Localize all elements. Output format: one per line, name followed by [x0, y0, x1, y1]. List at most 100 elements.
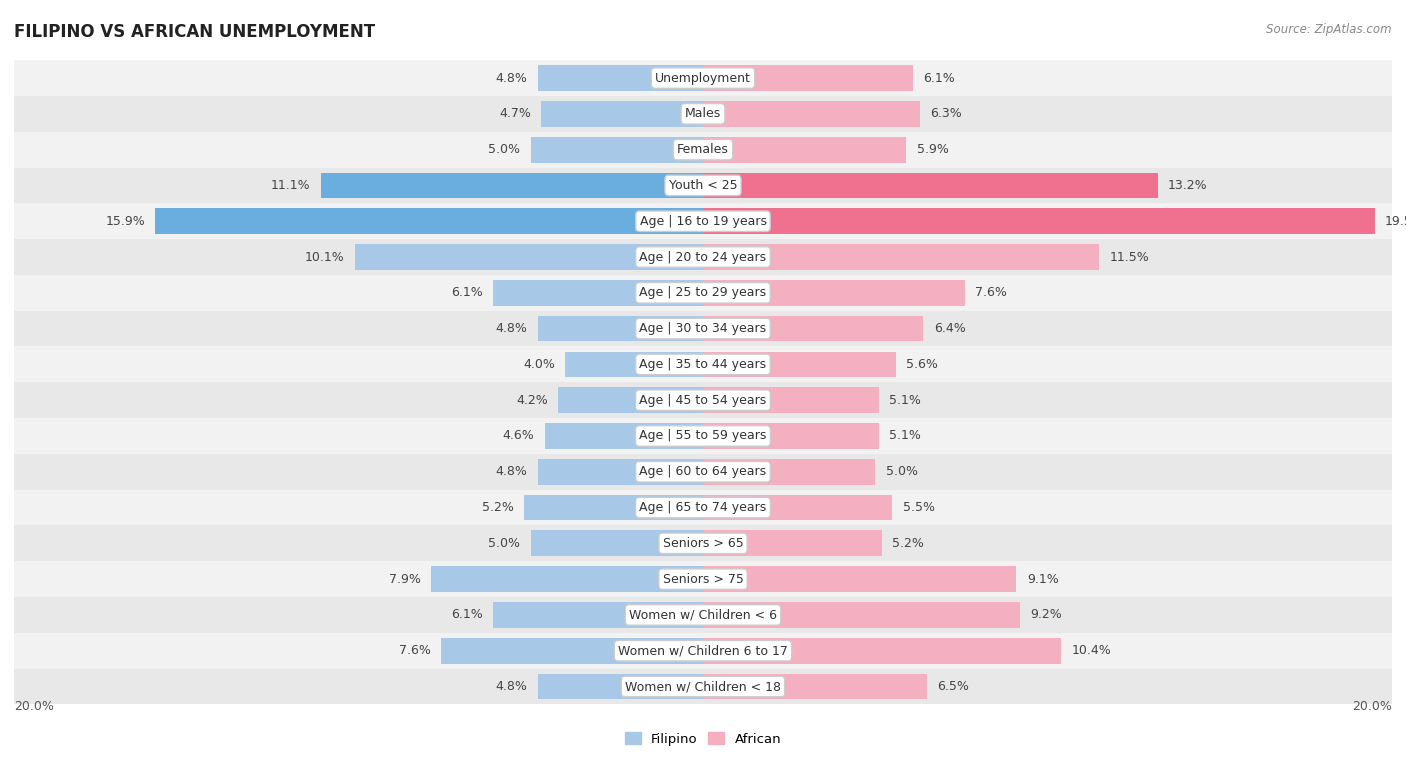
Text: 6.5%: 6.5%: [938, 680, 969, 693]
Bar: [14, 275, 1392, 310]
Bar: [544, 423, 703, 449]
Text: 20.0%: 20.0%: [1353, 699, 1392, 712]
Bar: [531, 531, 703, 556]
Bar: [703, 602, 1019, 628]
Text: Unemployment: Unemployment: [655, 72, 751, 85]
Bar: [703, 101, 920, 126]
Text: 5.6%: 5.6%: [907, 358, 938, 371]
Bar: [14, 310, 1392, 347]
Legend: Filipino, African: Filipino, African: [620, 727, 786, 751]
Bar: [703, 494, 893, 521]
Bar: [703, 65, 912, 91]
Text: 9.2%: 9.2%: [1031, 609, 1062, 621]
Text: 19.5%: 19.5%: [1385, 215, 1406, 228]
Text: 13.2%: 13.2%: [1168, 179, 1208, 192]
Bar: [14, 60, 1392, 96]
Text: FILIPINO VS AFRICAN UNEMPLOYMENT: FILIPINO VS AFRICAN UNEMPLOYMENT: [14, 23, 375, 41]
Text: 4.8%: 4.8%: [495, 72, 527, 85]
Text: 7.9%: 7.9%: [388, 572, 420, 586]
Bar: [14, 490, 1392, 525]
Text: 5.5%: 5.5%: [903, 501, 935, 514]
Bar: [703, 173, 1157, 198]
Text: 6.3%: 6.3%: [931, 107, 962, 120]
Bar: [430, 566, 703, 592]
Bar: [537, 459, 703, 484]
Text: 4.8%: 4.8%: [495, 466, 527, 478]
Text: Age | 45 to 54 years: Age | 45 to 54 years: [640, 394, 766, 407]
Text: 7.6%: 7.6%: [399, 644, 430, 657]
Bar: [537, 316, 703, 341]
Bar: [703, 244, 1099, 270]
Text: 4.2%: 4.2%: [516, 394, 548, 407]
Bar: [703, 531, 882, 556]
Bar: [703, 459, 875, 484]
Text: 6.4%: 6.4%: [934, 322, 966, 335]
Bar: [703, 351, 896, 377]
Bar: [14, 418, 1392, 454]
Text: Males: Males: [685, 107, 721, 120]
Text: 5.0%: 5.0%: [488, 537, 520, 550]
Text: Age | 25 to 29 years: Age | 25 to 29 years: [640, 286, 766, 299]
Bar: [356, 244, 703, 270]
Bar: [703, 674, 927, 699]
Text: 11.1%: 11.1%: [271, 179, 311, 192]
Text: Age | 60 to 64 years: Age | 60 to 64 years: [640, 466, 766, 478]
Text: 4.0%: 4.0%: [523, 358, 555, 371]
Bar: [14, 633, 1392, 668]
Bar: [14, 668, 1392, 705]
Bar: [537, 674, 703, 699]
Text: 6.1%: 6.1%: [451, 286, 482, 299]
Bar: [703, 638, 1062, 664]
Bar: [703, 423, 879, 449]
Bar: [703, 316, 924, 341]
Bar: [703, 280, 965, 306]
Bar: [537, 65, 703, 91]
Bar: [14, 347, 1392, 382]
Bar: [703, 208, 1375, 234]
Text: 5.1%: 5.1%: [889, 394, 921, 407]
Text: 4.6%: 4.6%: [502, 429, 534, 443]
Bar: [14, 239, 1392, 275]
Text: Age | 65 to 74 years: Age | 65 to 74 years: [640, 501, 766, 514]
Bar: [14, 525, 1392, 561]
Bar: [14, 561, 1392, 597]
Text: Women w/ Children 6 to 17: Women w/ Children 6 to 17: [619, 644, 787, 657]
Bar: [524, 494, 703, 521]
Bar: [14, 204, 1392, 239]
Bar: [531, 137, 703, 163]
Bar: [558, 388, 703, 413]
Text: 5.0%: 5.0%: [886, 466, 918, 478]
Text: Women w/ Children < 18: Women w/ Children < 18: [626, 680, 780, 693]
Text: 4.8%: 4.8%: [495, 680, 527, 693]
Text: 4.8%: 4.8%: [495, 322, 527, 335]
Text: 5.1%: 5.1%: [889, 429, 921, 443]
Bar: [155, 208, 703, 234]
Bar: [14, 597, 1392, 633]
Bar: [565, 351, 703, 377]
Text: 7.6%: 7.6%: [976, 286, 1007, 299]
Bar: [14, 167, 1392, 204]
Bar: [541, 101, 703, 126]
Bar: [494, 280, 703, 306]
Text: 6.1%: 6.1%: [451, 609, 482, 621]
Bar: [441, 638, 703, 664]
Text: 20.0%: 20.0%: [14, 699, 53, 712]
Text: Females: Females: [678, 143, 728, 156]
Text: Youth < 25: Youth < 25: [669, 179, 737, 192]
Text: Source: ZipAtlas.com: Source: ZipAtlas.com: [1267, 23, 1392, 36]
Text: 15.9%: 15.9%: [105, 215, 145, 228]
Bar: [703, 388, 879, 413]
Bar: [703, 137, 907, 163]
Text: 5.9%: 5.9%: [917, 143, 949, 156]
Bar: [14, 96, 1392, 132]
Bar: [14, 454, 1392, 490]
Text: 5.2%: 5.2%: [482, 501, 513, 514]
Text: Seniors > 65: Seniors > 65: [662, 537, 744, 550]
Bar: [494, 602, 703, 628]
Text: Age | 20 to 24 years: Age | 20 to 24 years: [640, 251, 766, 263]
Text: Age | 55 to 59 years: Age | 55 to 59 years: [640, 429, 766, 443]
Text: 9.1%: 9.1%: [1026, 572, 1059, 586]
Text: 4.7%: 4.7%: [499, 107, 531, 120]
Text: Age | 16 to 19 years: Age | 16 to 19 years: [640, 215, 766, 228]
Text: Age | 35 to 44 years: Age | 35 to 44 years: [640, 358, 766, 371]
